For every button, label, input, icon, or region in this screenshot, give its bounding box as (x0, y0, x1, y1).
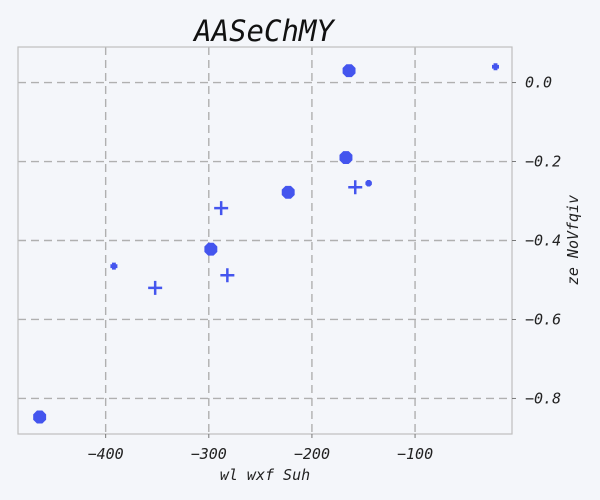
chart-title: AASeChMY (192, 14, 336, 48)
data-point (281, 185, 295, 199)
data-points (33, 63, 499, 424)
axis-ticks: −400 −300 −200 −100 0.0 −0.2 −0.4 −0.6 −0.8 (88, 74, 562, 463)
x-axis-label: wl wxf Suh (220, 466, 310, 484)
x-tick-label: −100 (397, 445, 433, 463)
data-point (110, 262, 118, 270)
x-tick-label: −400 (88, 445, 124, 463)
data-point (365, 180, 372, 187)
data-point (204, 242, 218, 256)
x-tick-label: −300 (191, 445, 227, 463)
y-tick-label: −0.4 (525, 232, 561, 250)
y-tick-label: −0.2 (525, 153, 561, 171)
data-point (33, 410, 47, 424)
data-point (342, 64, 356, 78)
data-point (348, 180, 363, 195)
y-tick-label: −0.8 (525, 389, 561, 407)
data-point (214, 201, 229, 216)
data-point (339, 151, 353, 165)
y-axis-label: ze NoVfqiv (564, 195, 582, 285)
grid-lines (18, 47, 512, 434)
data-point (220, 268, 235, 283)
data-point (491, 63, 499, 71)
x-tick-label: −200 (294, 445, 330, 463)
y-tick-label: 0.0 (525, 74, 552, 92)
y-tick-label: −0.6 (525, 310, 561, 328)
data-point (148, 280, 163, 295)
